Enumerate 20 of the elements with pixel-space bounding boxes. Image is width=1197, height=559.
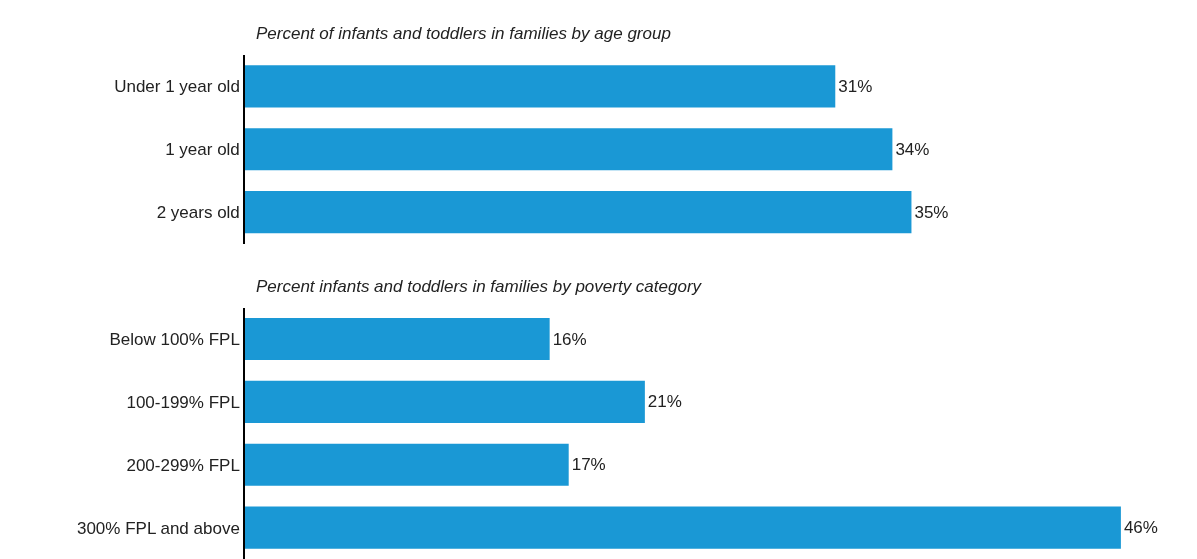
y-tick-label: 200-299% FPL [126,455,240,475]
y-tick-label: 2 years old [156,203,240,223]
y-tick-label: 100-199% FPL [126,392,240,412]
chart-title: Percent of infants and toddlers in families by age group [256,24,671,43]
data-label: 31% [838,76,873,96]
bar [245,317,550,361]
bar [245,380,645,423]
data-label: 46% [1123,518,1158,538]
bar [245,506,1121,549]
data-label: 35% [914,202,949,222]
y-tick-label: 300% FPL and above [76,518,240,538]
y-tick-label: Under 1 year old [114,77,240,97]
y-tick-label: 1 year old [165,140,240,160]
bar [245,443,569,486]
y-tick-label: Below 100% FPL [109,329,240,349]
data-label: 34% [895,139,930,159]
data-label: 16% [552,329,587,349]
data-label: 21% [647,392,682,412]
data-label: 17% [571,455,606,475]
chart-title: Percent infants and toddlers in families by poverty category [256,277,703,296]
